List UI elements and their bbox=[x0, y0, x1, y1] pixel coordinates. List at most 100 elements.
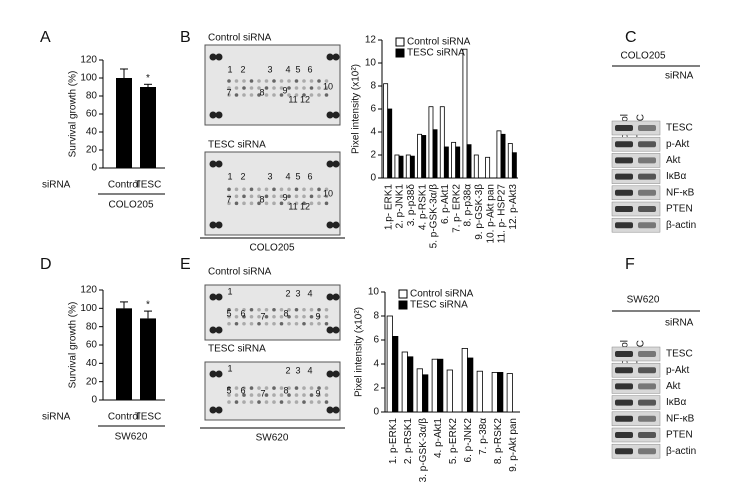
spot-number: 12 bbox=[300, 201, 310, 211]
y-tick-label: 120 bbox=[80, 55, 97, 66]
protein-label: p-Akt bbox=[666, 365, 690, 376]
condition-title: siRNA bbox=[665, 71, 694, 82]
y-tick-label: 120 bbox=[80, 285, 97, 296]
blot-band bbox=[615, 157, 633, 164]
spot bbox=[264, 393, 269, 397]
blot-band bbox=[615, 367, 633, 374]
spot bbox=[227, 321, 231, 326]
y-tick-label: 4 bbox=[370, 127, 376, 138]
spot bbox=[287, 314, 291, 319]
spot-number: 2 bbox=[240, 171, 245, 181]
x-tick-label: 1.p- ERK1 bbox=[383, 184, 394, 231]
x-tick-label: Control bbox=[108, 412, 140, 423]
spot bbox=[249, 79, 254, 83]
annotation: * bbox=[146, 300, 150, 311]
reference-spot bbox=[215, 293, 223, 301]
spot bbox=[302, 86, 306, 90]
spot bbox=[264, 194, 269, 199]
spot bbox=[264, 201, 269, 206]
spot bbox=[279, 93, 284, 97]
protein-label: Akt bbox=[666, 155, 681, 166]
reference-spot bbox=[215, 370, 223, 378]
spot bbox=[279, 79, 284, 83]
spot-number: 2 bbox=[240, 64, 245, 74]
spot bbox=[242, 201, 246, 206]
spot bbox=[317, 86, 321, 90]
spot-number: 4 bbox=[285, 171, 290, 181]
legend-label: TESC siRNA bbox=[410, 300, 468, 311]
spot bbox=[317, 314, 321, 319]
blot-band bbox=[638, 222, 656, 229]
bar bbox=[451, 141, 457, 179]
spot bbox=[279, 187, 284, 192]
spot bbox=[324, 393, 329, 397]
spot bbox=[249, 400, 254, 404]
bar bbox=[401, 351, 408, 413]
legend-label: Control siRNA bbox=[410, 289, 474, 300]
spot bbox=[257, 86, 261, 90]
spot bbox=[287, 386, 291, 390]
spot bbox=[234, 393, 239, 397]
y-tick-label: 0 bbox=[373, 407, 379, 418]
spot bbox=[242, 321, 246, 326]
spot bbox=[257, 93, 261, 97]
spot bbox=[272, 314, 276, 319]
spot-number: 1 bbox=[227, 64, 232, 74]
y-tick-label: 60 bbox=[86, 340, 98, 351]
blot-band bbox=[638, 206, 656, 212]
bar bbox=[417, 133, 423, 179]
spot bbox=[294, 86, 299, 90]
spot bbox=[264, 93, 269, 97]
bar bbox=[439, 106, 445, 179]
spot bbox=[272, 307, 276, 312]
spot bbox=[287, 400, 291, 404]
spot-number: 7 bbox=[226, 194, 231, 204]
annotation: * bbox=[146, 73, 150, 84]
reference-spot bbox=[326, 406, 334, 414]
y-tick-label: 8 bbox=[370, 81, 376, 92]
spot bbox=[302, 321, 306, 326]
spot bbox=[294, 194, 299, 199]
spot bbox=[272, 187, 276, 192]
y-tick-label: 60 bbox=[86, 109, 98, 120]
y-tick-label: 6 bbox=[373, 335, 379, 346]
spot bbox=[264, 86, 269, 90]
reference-spot bbox=[332, 293, 340, 301]
reference-spot bbox=[215, 160, 223, 168]
spot bbox=[227, 386, 231, 390]
bar bbox=[140, 318, 156, 400]
bar bbox=[416, 368, 423, 413]
reference-spot bbox=[209, 406, 217, 414]
spot bbox=[287, 93, 291, 97]
spot bbox=[302, 187, 306, 192]
spot bbox=[309, 393, 314, 397]
y-tick-label: 100 bbox=[80, 73, 97, 84]
spot bbox=[272, 386, 276, 390]
spot bbox=[279, 400, 284, 404]
spot bbox=[234, 201, 239, 206]
x-tick-label: 3. p-GSK-3α/β bbox=[418, 418, 429, 483]
blot-band bbox=[638, 189, 656, 196]
x-tick-label: 1. p-ERK1 bbox=[388, 418, 399, 465]
spot bbox=[242, 86, 246, 90]
spot bbox=[264, 307, 269, 312]
spot bbox=[227, 314, 231, 319]
spot bbox=[317, 321, 321, 326]
spot bbox=[309, 400, 314, 404]
spot bbox=[227, 201, 231, 206]
spot bbox=[279, 194, 284, 199]
panel-letter: E bbox=[180, 256, 191, 273]
spot-number: 10 bbox=[323, 81, 333, 91]
blot-band bbox=[638, 157, 656, 164]
spot-number: 3 bbox=[295, 288, 300, 298]
spot-number: 4 bbox=[285, 64, 290, 74]
panel-letter: D bbox=[40, 256, 52, 273]
spot bbox=[264, 321, 269, 326]
spot bbox=[287, 86, 291, 90]
y-tick-label: 80 bbox=[86, 321, 98, 332]
reference-spot bbox=[209, 326, 217, 334]
spot-number: 12 bbox=[300, 94, 310, 104]
group-label: COLO205 bbox=[108, 200, 153, 211]
spot bbox=[257, 194, 261, 199]
bar bbox=[461, 347, 468, 413]
